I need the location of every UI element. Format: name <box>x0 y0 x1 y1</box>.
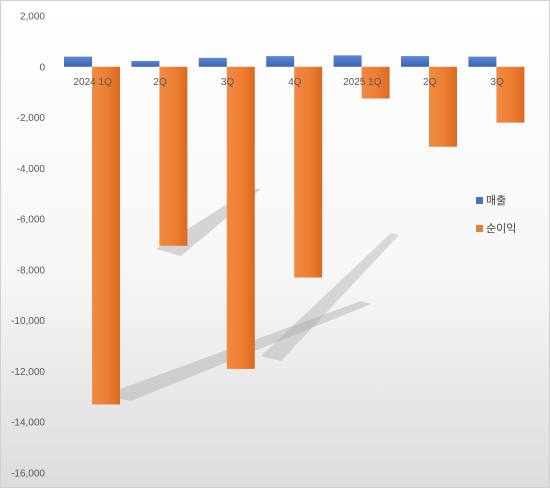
y-tick-label: -12,000 <box>11 367 45 378</box>
category-label: 2Q <box>153 77 167 88</box>
y-tick-label: 2,000 <box>20 12 45 23</box>
net-income-bar <box>361 66 390 99</box>
revenue-bar <box>198 57 227 67</box>
bars <box>64 55 525 405</box>
legend-swatch <box>476 225 483 232</box>
category-labels: 2024 1Q 2Q 3Q 4Q 2025 1Q 2Q 3Q <box>74 77 504 88</box>
legend-swatch <box>476 197 483 204</box>
y-tick-label: -8,000 <box>17 265 46 276</box>
y-tick-label: 0 <box>39 62 45 73</box>
y-tick-label: -10,000 <box>11 316 45 327</box>
revenue-bar <box>64 56 92 67</box>
net-income-bar <box>429 66 457 147</box>
net-income-bar <box>159 66 188 246</box>
category-label: 2025 1Q <box>343 77 382 88</box>
revenue-bar <box>131 60 160 67</box>
y-tick-label: -16,000 <box>11 469 45 480</box>
y-tick-label: -2,000 <box>17 113 46 124</box>
category-label: 3Q <box>221 77 235 88</box>
net-income-bar <box>92 66 120 405</box>
revenue-bar <box>266 56 295 67</box>
y-tick-label: -4,000 <box>17 164 46 175</box>
category-label: 2024 1Q <box>74 77 113 88</box>
revenue-bar <box>333 55 362 67</box>
revenue-bar <box>401 56 429 67</box>
y-tick-label: -6,000 <box>17 215 46 226</box>
category-label: 4Q <box>288 77 302 88</box>
legend-label: 순이익 <box>486 222 516 235</box>
revenue-bar <box>468 56 497 67</box>
net-income-bar <box>496 66 525 123</box>
category-label: 2Q <box>423 77 437 88</box>
y-tick-label: -14,000 <box>11 418 45 429</box>
category-label: 3Q <box>490 77 504 88</box>
legend-label: 매출 <box>486 194 506 207</box>
net-income-bar <box>294 66 323 278</box>
net-income-bar <box>226 66 255 369</box>
y-axis-tick-labels: 2,000 0 -2,000 -4,000 -6,000 -8,000 -10,000 -12… <box>11 12 45 480</box>
